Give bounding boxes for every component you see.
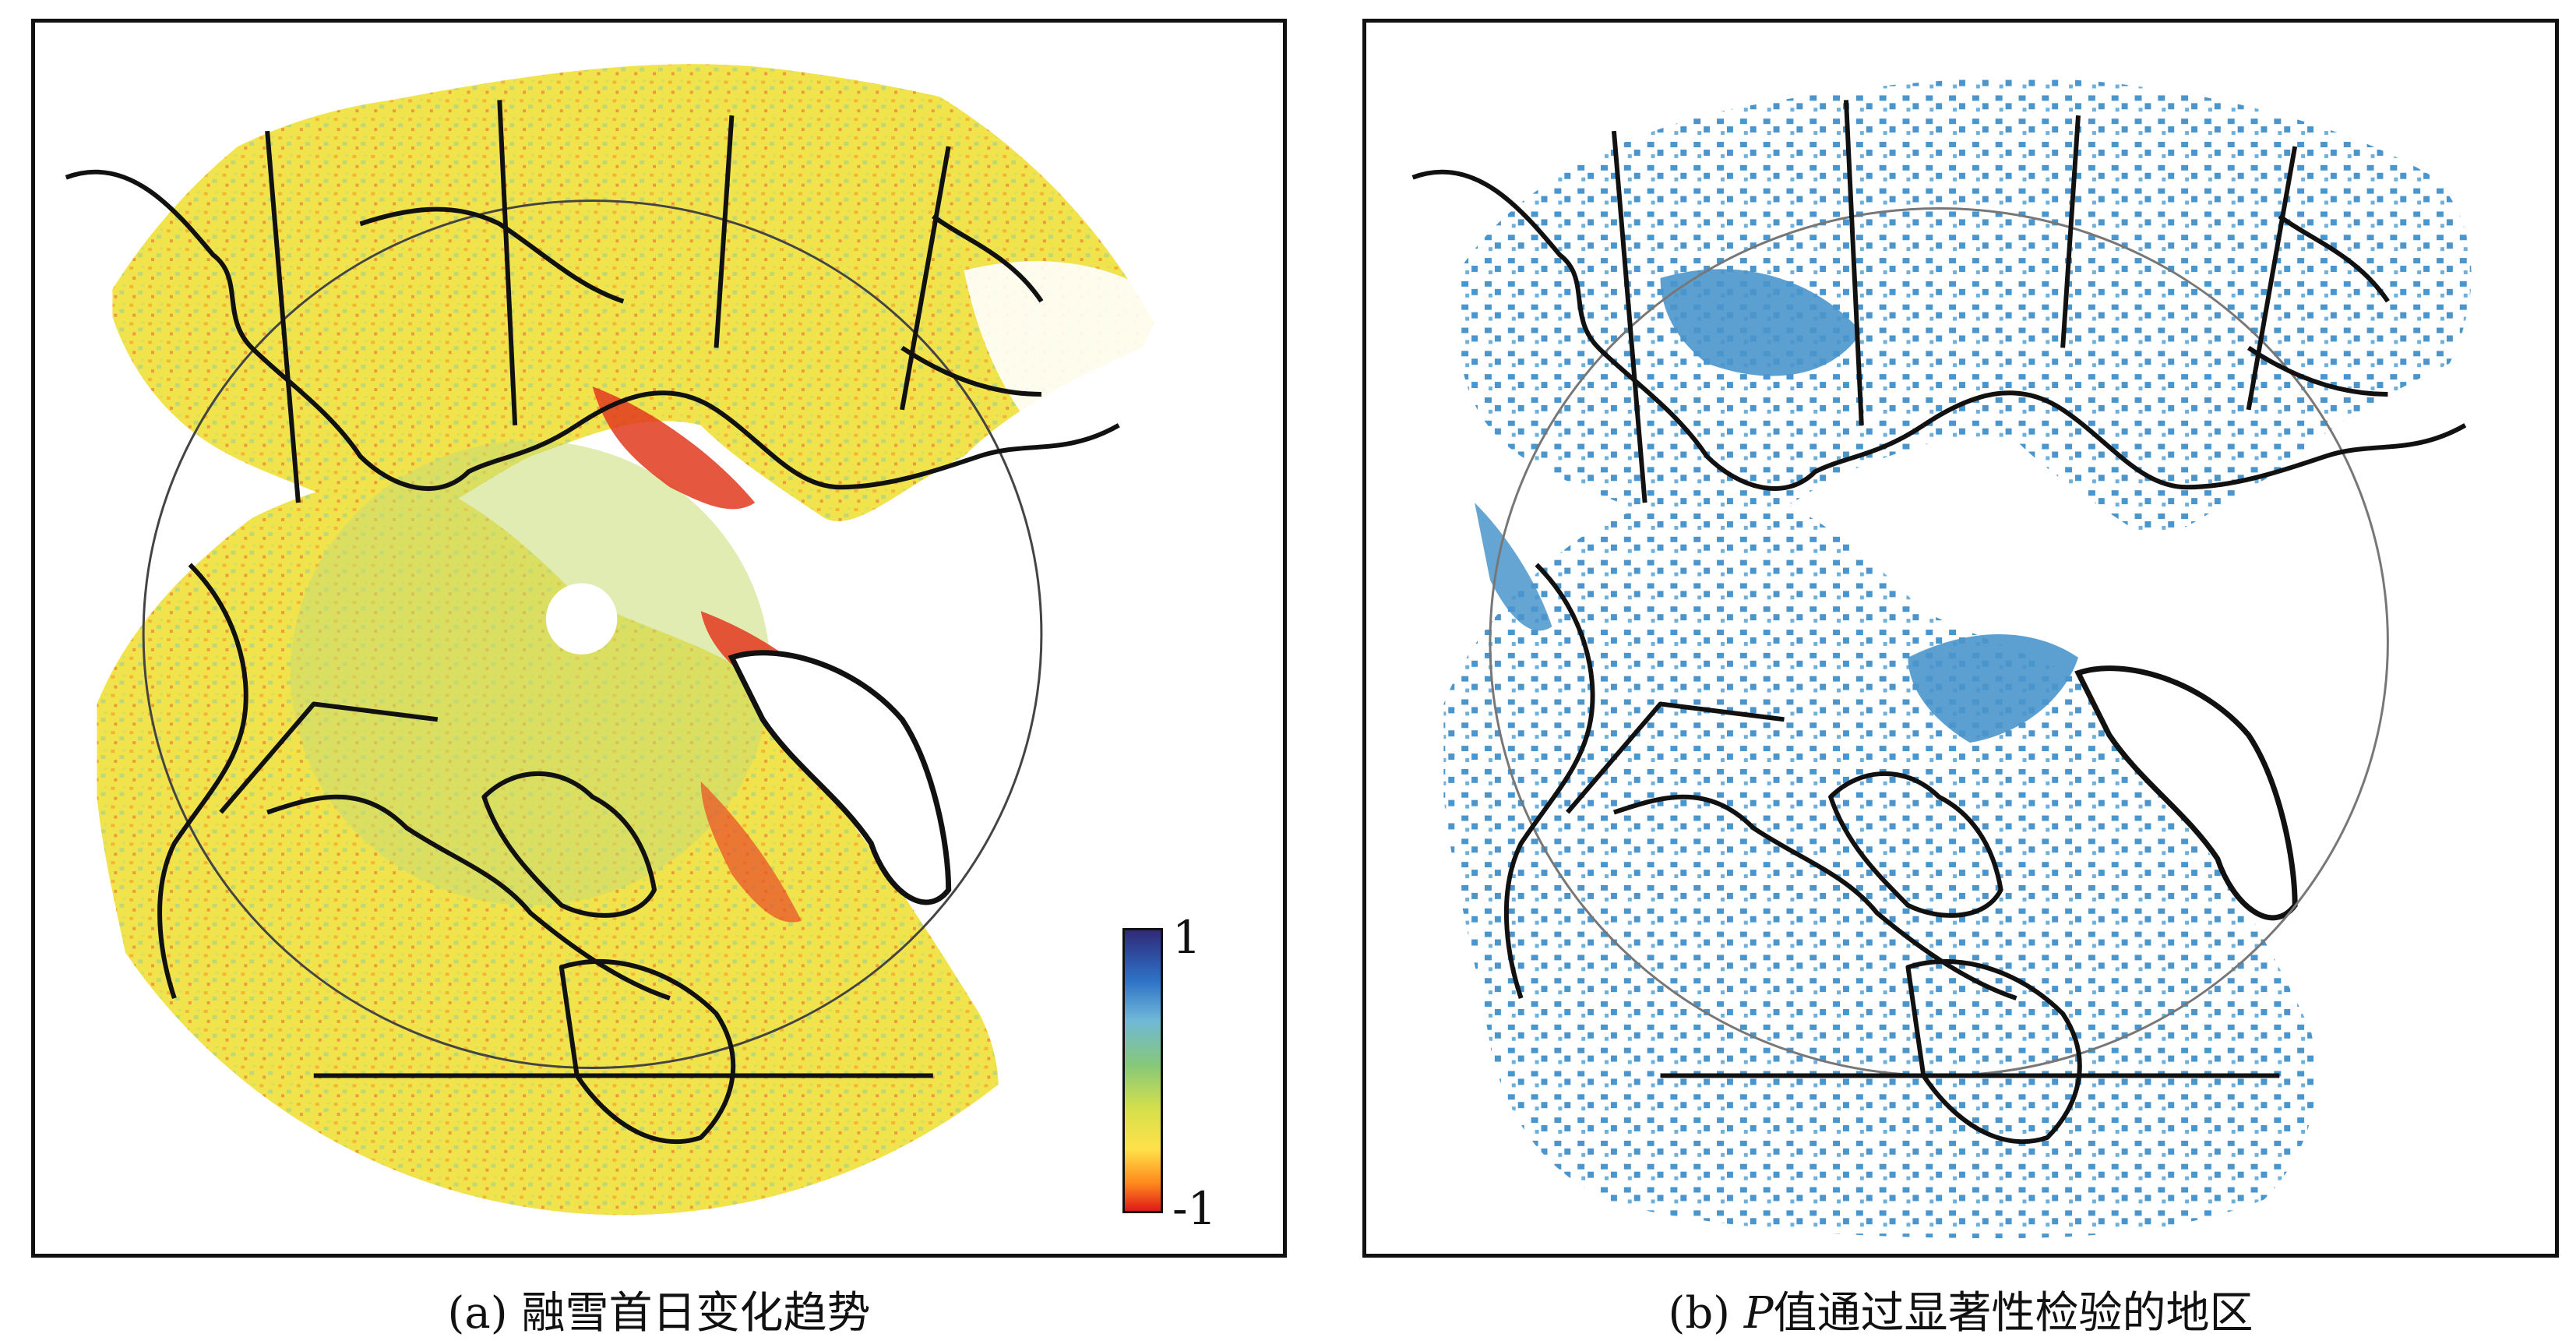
coastlines [1411,100,2467,1145]
caption-a: (a) 融雪首日变化趋势 [31,1278,1287,1341]
caption-b-prefix: (b) [1668,1288,1744,1339]
map-panel-b [1362,19,2559,1258]
colorbar [1122,928,1163,1213]
significance-map [1411,78,2472,1239]
colorbar-min-label: -1 [1172,1182,1217,1235]
map-panel-a: 1 -1 [31,19,1287,1258]
caption-b-p: P [1743,1288,1774,1339]
trend-map [65,64,1232,1216]
coastlines [65,100,1120,1145]
colorbar-max-label: 1 [1172,911,1201,964]
caption-a-text: 融雪首日变化趋势 [521,1288,871,1339]
caption-b: (b) P值通过显著性检验的地区 [1362,1278,2559,1341]
caption-a-prefix: (a) [447,1288,522,1339]
caption-b-text: 值通过显著性检验的地区 [1773,1288,2254,1339]
data-coverage-area [97,64,1166,1216]
